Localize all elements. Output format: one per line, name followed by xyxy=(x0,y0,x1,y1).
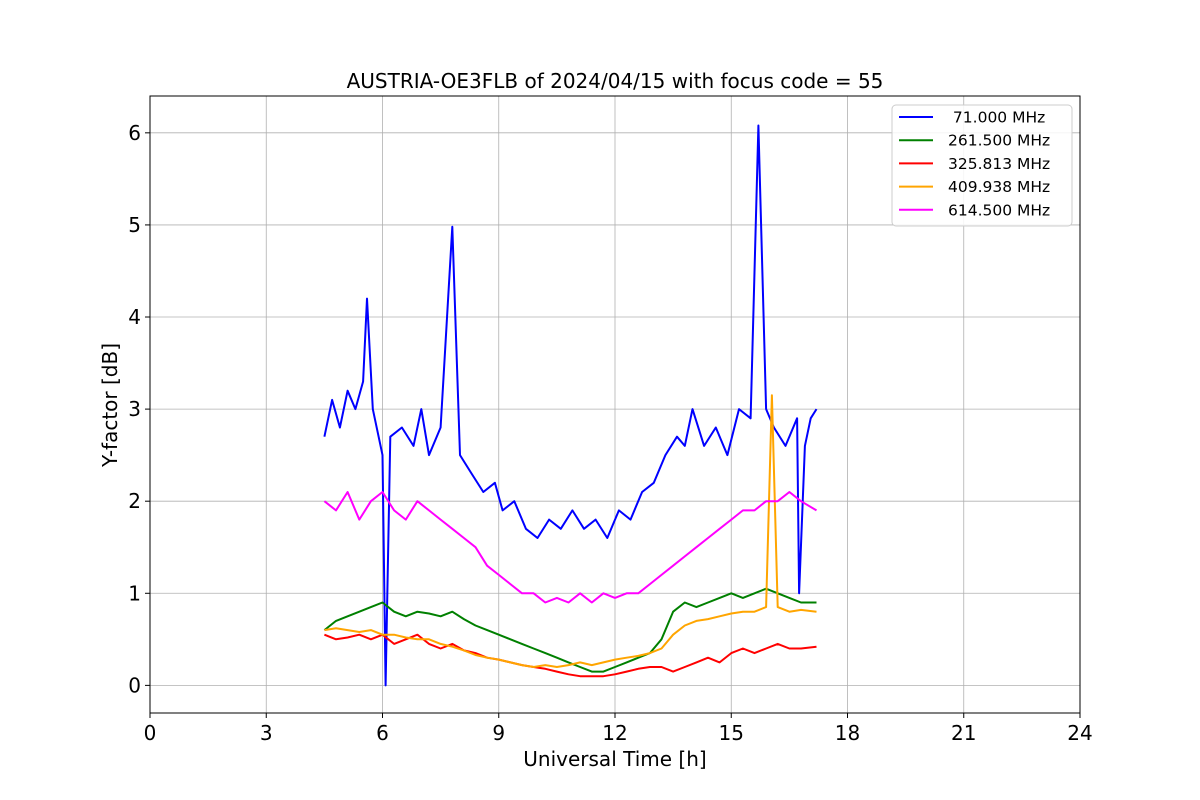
x-tick-label: 0 xyxy=(144,721,157,745)
series-line xyxy=(324,394,817,668)
legend-box xyxy=(891,104,1073,227)
legend-label: 325.813 MHz xyxy=(948,155,1050,173)
x-axis-label: Universal Time [h] xyxy=(523,747,706,771)
y-tick-label: 3 xyxy=(128,397,141,421)
x-tick-label: 6 xyxy=(376,721,389,745)
x-tick-label: 12 xyxy=(602,721,627,745)
y-tick-label: 4 xyxy=(128,305,141,329)
legend-label: 71.000 MHz xyxy=(948,109,1045,127)
series-line xyxy=(323,491,818,604)
y-axis-label: Y-factor [dB] xyxy=(98,343,122,468)
series-layer xyxy=(323,124,818,687)
y-tick-label: 5 xyxy=(128,213,141,237)
series-line xyxy=(323,587,817,673)
legend-label: 261.500 MHz xyxy=(948,132,1050,150)
x-tick-label: 15 xyxy=(719,721,744,745)
y-tick-label: 0 xyxy=(128,673,141,697)
chart-title: AUSTRIA-OE3FLB of 2024/04/15 with focus … xyxy=(347,69,884,93)
x-tick-label: 24 xyxy=(1067,721,1092,745)
legend: 71.000 MHz 261.500 MHz 325.813 MHz 409.938 … xyxy=(891,104,1073,227)
x-tick-label: 21 xyxy=(951,721,976,745)
legend-label: 614.500 MHz xyxy=(948,201,1050,219)
series-line xyxy=(323,124,818,687)
y-tick-label: 2 xyxy=(128,489,141,513)
x-tick-label: 18 xyxy=(835,721,860,745)
x-tick-label: 9 xyxy=(492,721,505,745)
y-tick-label: 6 xyxy=(128,121,141,145)
y-tick-label: 1 xyxy=(128,581,141,605)
x-tick-label: 3 xyxy=(260,721,273,745)
legend-label: 409.938 MHz xyxy=(948,178,1050,196)
series-line xyxy=(324,633,817,678)
